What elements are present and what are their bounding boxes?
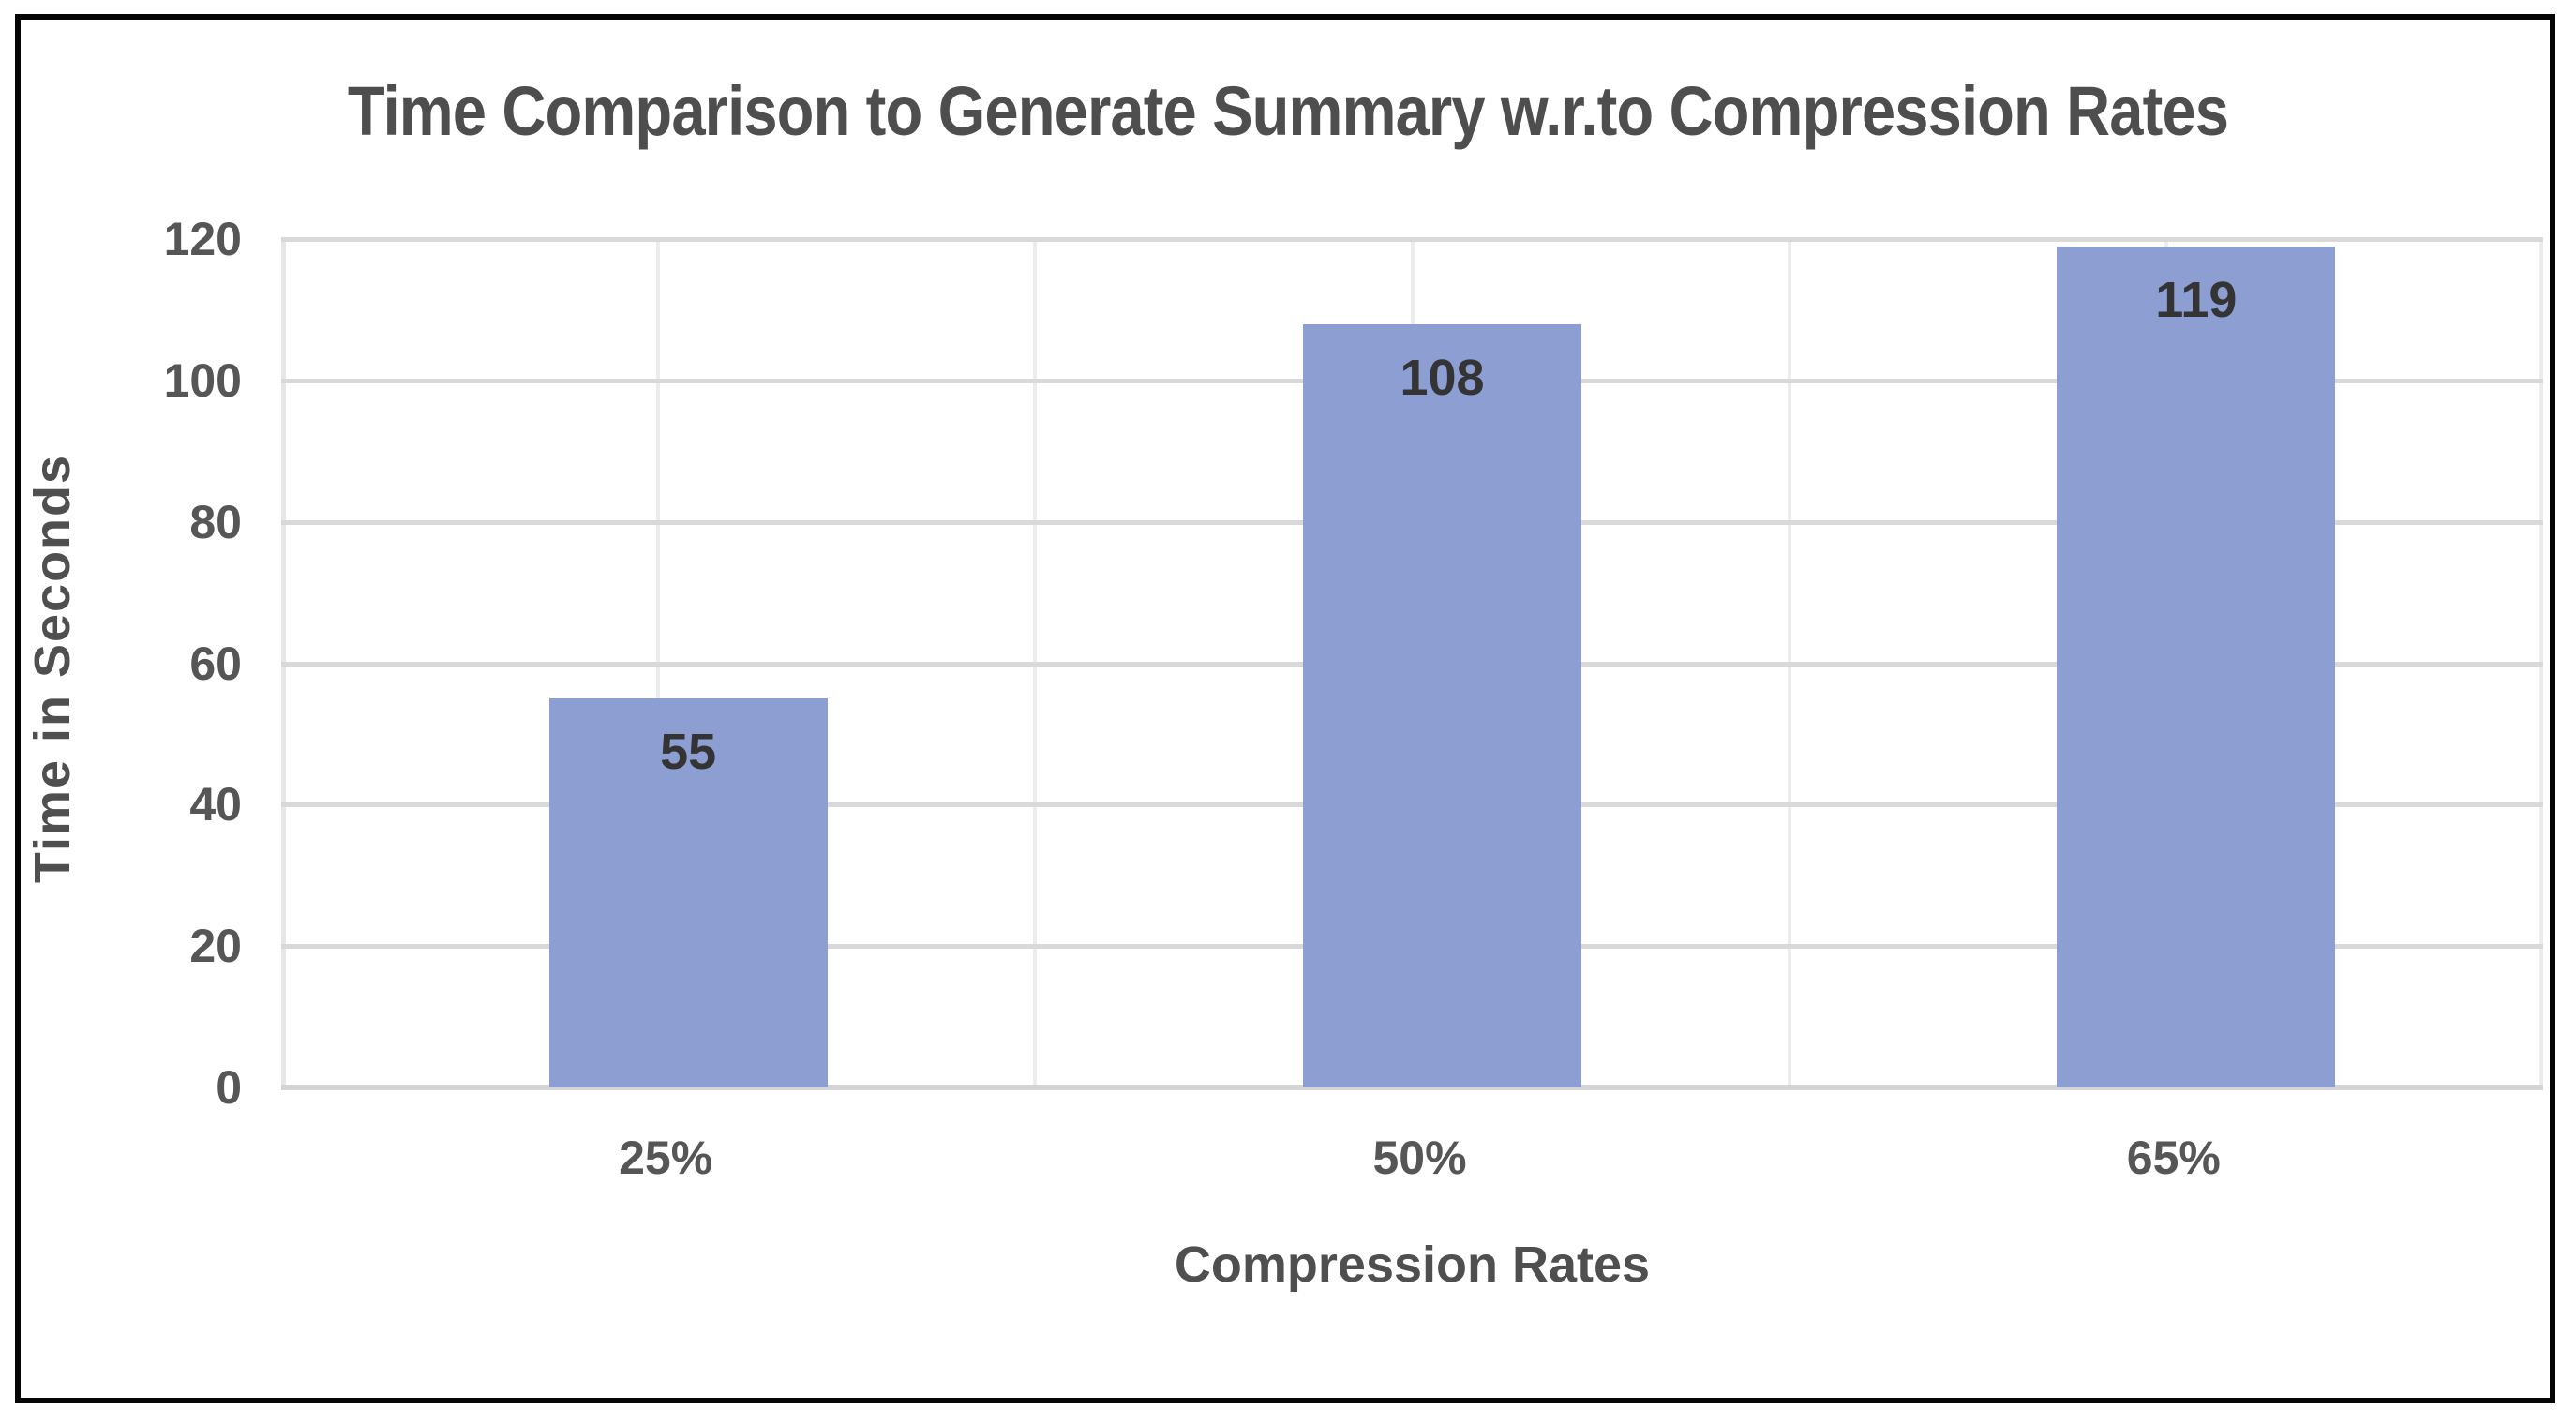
y-tick-label: 120 <box>163 213 242 265</box>
bar: 55 <box>548 698 828 1087</box>
y-tick-label: 60 <box>189 637 242 690</box>
y-tick-label: 40 <box>189 778 242 832</box>
x-tick-label: 65% <box>2126 1132 2221 1184</box>
x-axis-line <box>281 1085 2543 1090</box>
y-tick-label: 100 <box>163 353 242 407</box>
x-tick-label: 50% <box>1372 1132 1467 1184</box>
bar-value-label: 108 <box>1400 349 1485 406</box>
y-tick-label: 0 <box>216 1061 242 1114</box>
bar-value-label: 119 <box>2155 271 2238 328</box>
y-tick-label: 20 <box>189 920 242 973</box>
bar: 108 <box>1303 323 1581 1087</box>
y-tick-label: 80 <box>189 495 242 548</box>
chart-border <box>15 14 2555 1403</box>
x-tick-label: 25% <box>619 1132 713 1184</box>
bar: 119 <box>2057 246 2336 1087</box>
horizontal-gridline <box>281 237 2543 242</box>
chart-title: Time Comparison to Generate Summary w.r.… <box>347 72 2229 150</box>
plot-area: 55 108 119 <box>281 237 2543 1090</box>
x-axis-title: Compression Rates <box>1174 1237 1651 1293</box>
bar-value-label: 55 <box>660 724 717 781</box>
